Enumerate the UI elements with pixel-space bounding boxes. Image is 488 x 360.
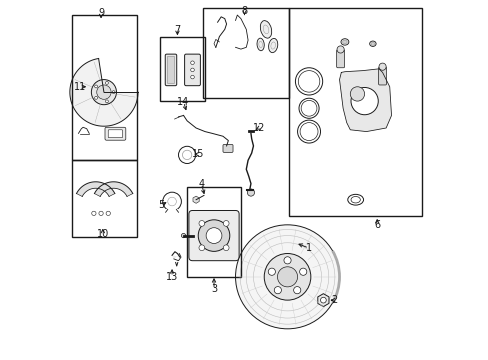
Text: 8: 8 xyxy=(241,6,247,17)
Ellipse shape xyxy=(268,39,277,53)
FancyBboxPatch shape xyxy=(188,211,239,261)
FancyBboxPatch shape xyxy=(336,50,344,68)
Ellipse shape xyxy=(340,39,348,45)
Circle shape xyxy=(112,91,115,94)
FancyBboxPatch shape xyxy=(165,54,176,86)
Circle shape xyxy=(299,268,306,275)
Polygon shape xyxy=(94,182,133,197)
Circle shape xyxy=(336,46,344,53)
Circle shape xyxy=(235,225,339,329)
Text: 5: 5 xyxy=(158,200,164,210)
Circle shape xyxy=(274,287,281,294)
Circle shape xyxy=(223,245,228,251)
Text: 12: 12 xyxy=(252,123,264,133)
FancyBboxPatch shape xyxy=(108,130,122,138)
Bar xyxy=(160,37,204,101)
Circle shape xyxy=(223,221,228,226)
FancyBboxPatch shape xyxy=(378,67,386,85)
FancyBboxPatch shape xyxy=(223,144,233,152)
Circle shape xyxy=(105,81,108,84)
Circle shape xyxy=(181,233,185,238)
Text: 7: 7 xyxy=(174,25,180,35)
Ellipse shape xyxy=(370,42,374,45)
Ellipse shape xyxy=(260,21,271,38)
FancyBboxPatch shape xyxy=(184,54,200,86)
Circle shape xyxy=(247,189,254,196)
Polygon shape xyxy=(172,253,181,259)
Circle shape xyxy=(206,228,222,243)
Bar xyxy=(72,15,137,160)
Circle shape xyxy=(350,87,378,115)
Circle shape xyxy=(198,220,229,251)
Ellipse shape xyxy=(257,38,264,51)
Text: 4: 4 xyxy=(198,179,204,189)
Circle shape xyxy=(264,253,310,300)
Circle shape xyxy=(190,61,194,64)
Circle shape xyxy=(106,211,110,216)
Text: 13: 13 xyxy=(165,272,178,282)
Circle shape xyxy=(268,268,275,275)
Ellipse shape xyxy=(369,41,375,46)
Polygon shape xyxy=(70,58,138,126)
Circle shape xyxy=(199,245,204,251)
Circle shape xyxy=(97,85,111,99)
Circle shape xyxy=(95,96,97,99)
Circle shape xyxy=(320,297,325,303)
Polygon shape xyxy=(76,182,115,197)
Text: 2: 2 xyxy=(331,295,337,305)
Bar xyxy=(289,8,421,216)
Ellipse shape xyxy=(342,40,346,44)
Circle shape xyxy=(91,80,116,105)
Circle shape xyxy=(284,257,290,264)
Text: 15: 15 xyxy=(192,149,204,159)
Circle shape xyxy=(105,100,108,103)
Circle shape xyxy=(378,63,386,70)
Circle shape xyxy=(99,211,103,216)
Circle shape xyxy=(95,85,97,88)
Circle shape xyxy=(199,221,204,226)
Circle shape xyxy=(277,267,297,287)
Text: 9: 9 xyxy=(98,8,104,18)
Bar xyxy=(72,160,137,237)
Text: 1: 1 xyxy=(305,243,311,253)
Text: 3: 3 xyxy=(210,284,217,294)
Polygon shape xyxy=(339,69,391,132)
Text: 10: 10 xyxy=(97,229,109,239)
Text: 6: 6 xyxy=(373,220,380,230)
Circle shape xyxy=(190,68,194,72)
Circle shape xyxy=(349,87,364,101)
FancyBboxPatch shape xyxy=(167,56,174,84)
Circle shape xyxy=(293,287,300,294)
Bar xyxy=(187,187,241,277)
Circle shape xyxy=(190,75,194,79)
Circle shape xyxy=(92,211,96,216)
FancyBboxPatch shape xyxy=(105,127,125,140)
Text: 14: 14 xyxy=(177,97,189,107)
Text: 11: 11 xyxy=(74,82,86,92)
Bar xyxy=(203,8,289,98)
